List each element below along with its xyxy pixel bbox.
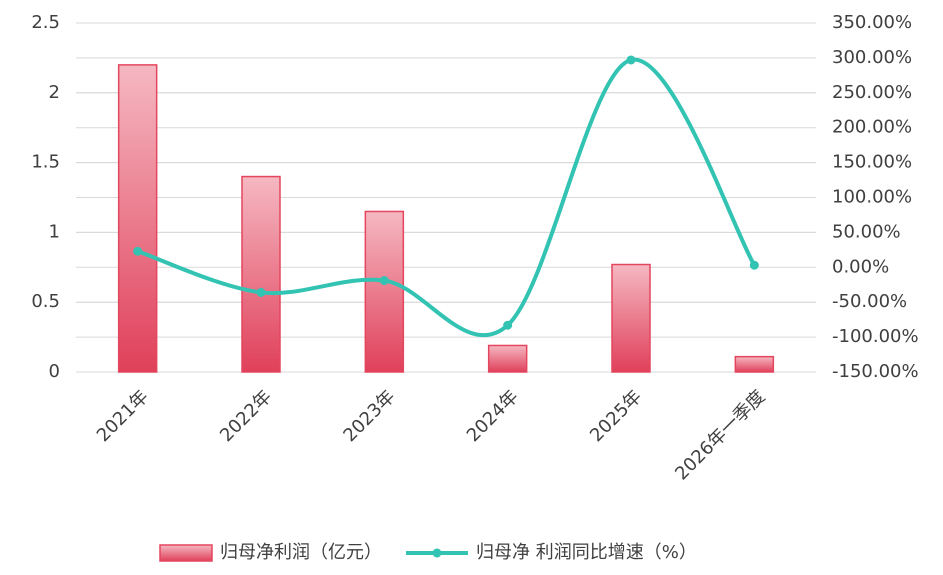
y-tick-label: 2: [49, 82, 60, 103]
legend-swatch-point: [432, 548, 442, 558]
y2-tick-label: 200.00%: [832, 117, 912, 138]
line-point: [133, 246, 143, 256]
bar: [241, 175, 281, 373]
line-point: [503, 320, 513, 330]
legend-label: 归母净利润（亿元）: [220, 542, 382, 563]
bar: [734, 355, 775, 373]
x-tick-label: 2023年: [339, 386, 399, 446]
x-tick-label: 2021年: [93, 386, 153, 446]
bar: [117, 64, 158, 373]
bar: [487, 344, 528, 373]
line-point: [749, 260, 759, 270]
y2-tick-label: 250.00%: [832, 82, 912, 103]
x-tick-label: 2025年: [586, 386, 646, 446]
y2-tick-label: -100.00%: [832, 326, 919, 347]
y2-tick-label: 350.00%: [832, 12, 912, 33]
y2-tick-label: -150.00%: [832, 361, 919, 382]
y2-tick-label: 100.00%: [832, 187, 912, 208]
legend-swatch: [159, 544, 213, 562]
y2-tick-label: -50.00%: [832, 291, 907, 312]
legend-item: 归母净利润（亿元）: [159, 542, 382, 563]
x-tick-label: 2022年: [216, 386, 276, 446]
y-tick-label: 1.5: [31, 152, 60, 173]
x-tick-label: 2024年: [463, 386, 523, 446]
y2-tick-label: 300.00%: [832, 47, 912, 68]
y-tick-label: 2.5: [31, 12, 60, 33]
line-point: [256, 287, 266, 297]
line-point: [379, 276, 389, 286]
x-tick-label: 2026年一季度: [671, 386, 769, 484]
bar: [364, 210, 405, 373]
legend-item: 归母净 利润同比增速（%）: [406, 542, 697, 563]
bar: [611, 263, 651, 373]
legend-label: 归母净 利润同比增速（%）: [476, 542, 697, 563]
y-tick-label: 0.5: [31, 291, 60, 312]
y-tick-label: 0: [49, 361, 60, 382]
line-point: [626, 55, 636, 65]
y2-tick-label: 50.00%: [832, 221, 901, 242]
y2-tick-label: 0.00%: [832, 256, 889, 277]
y-tick-label: 1: [49, 221, 60, 242]
y2-tick-label: 150.00%: [832, 152, 912, 173]
